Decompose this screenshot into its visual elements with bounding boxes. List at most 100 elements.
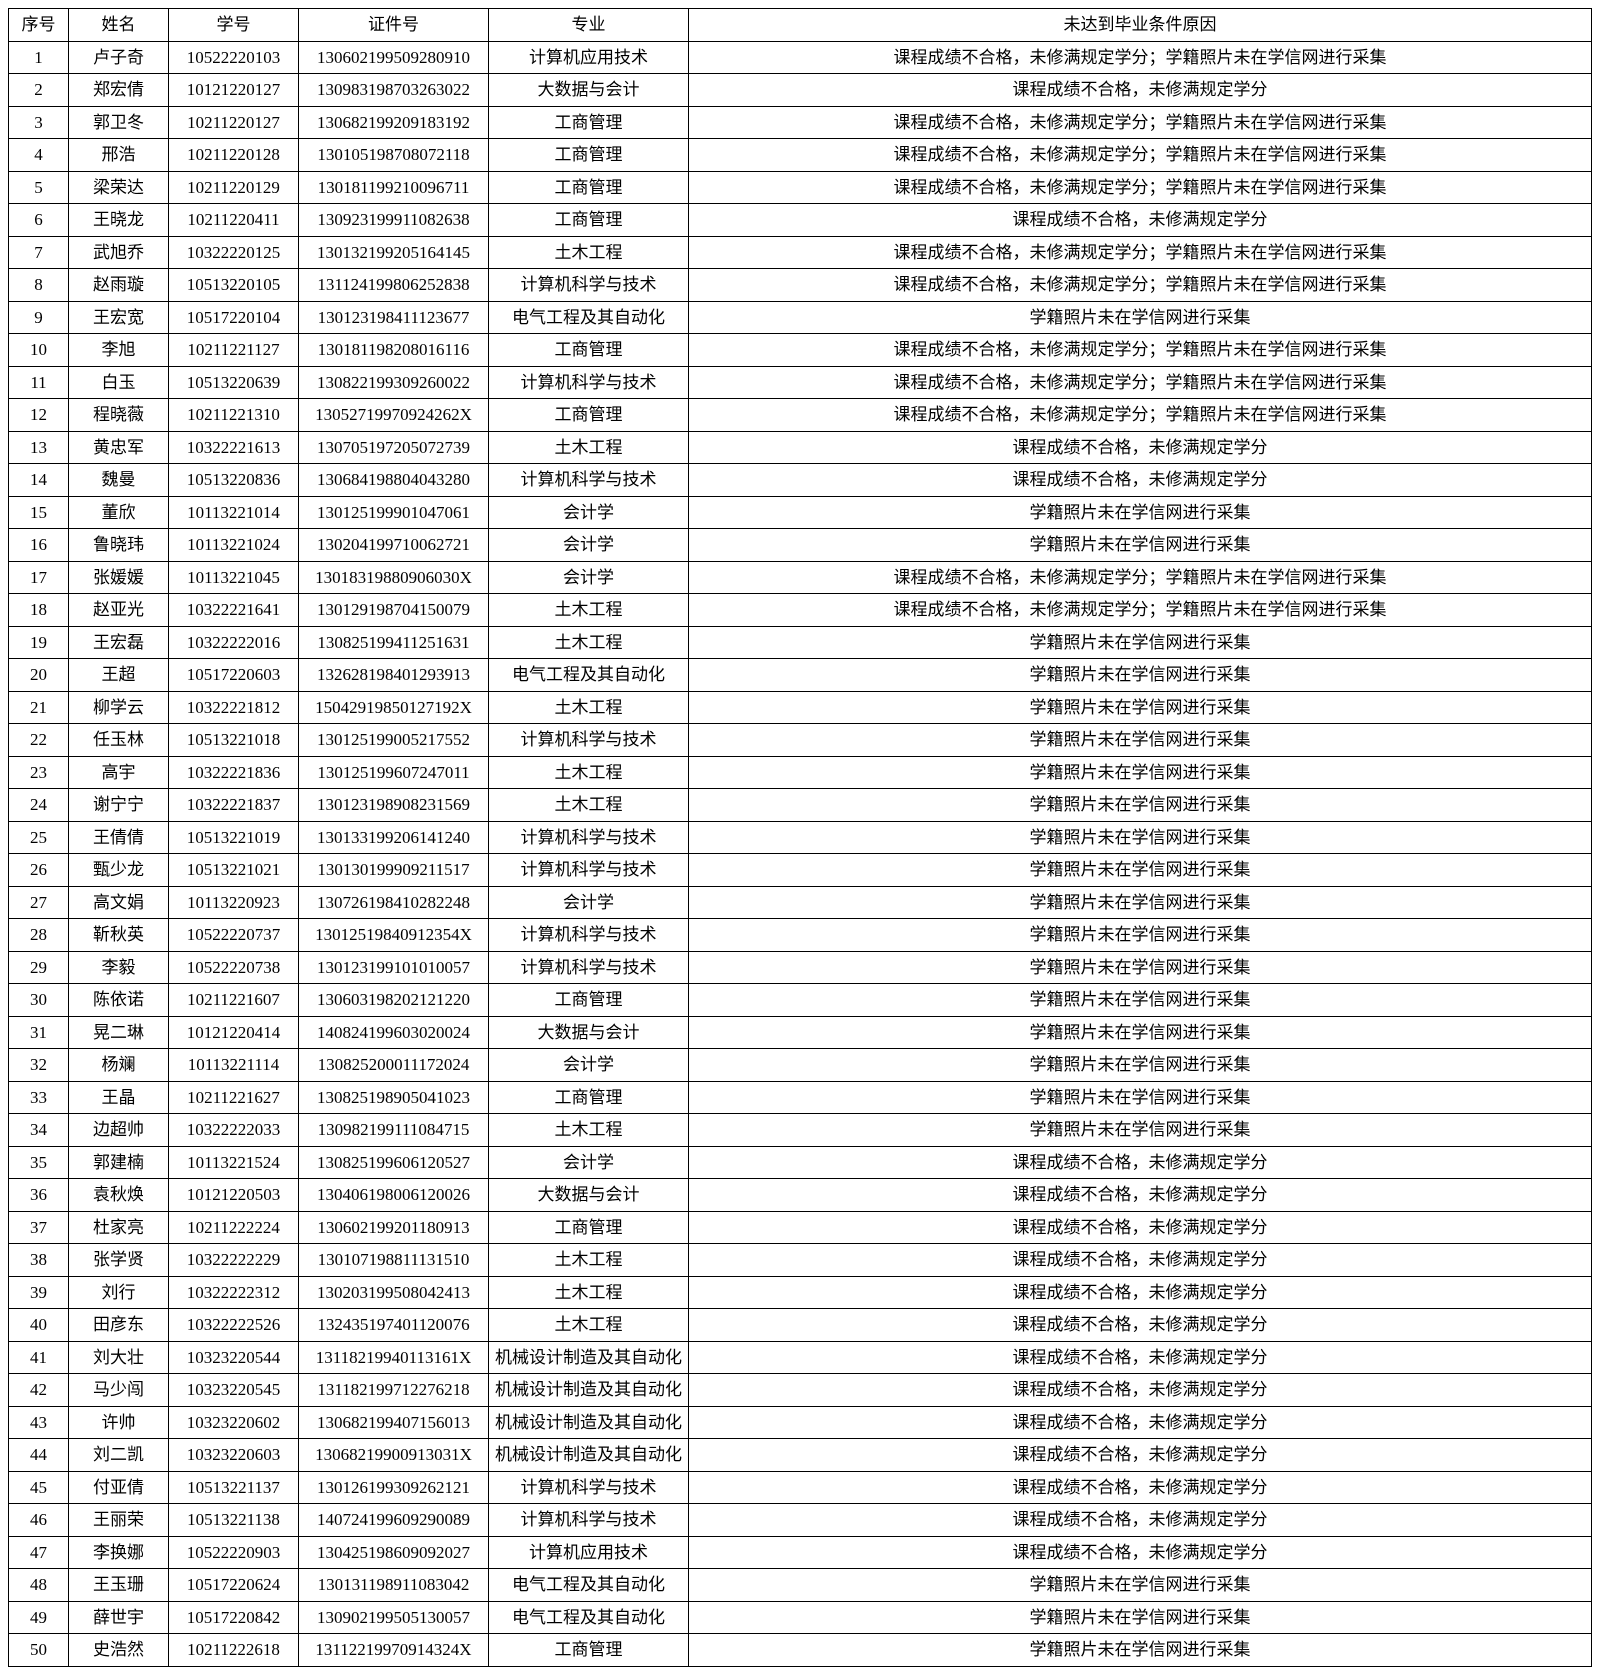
cell-cert-id: 130126199309262121	[299, 1471, 489, 1504]
cell-cert-id: 13052719970924262X	[299, 399, 489, 432]
cell-seq: 5	[9, 171, 69, 204]
cell-name: 许帅	[69, 1406, 169, 1439]
cell-name: 王宏宽	[69, 301, 169, 334]
table-row: 39刘行10322222312130203199508042413土木工程课程成…	[9, 1276, 1592, 1309]
cell-reason: 课程成绩不合格，未修满规定学分	[689, 1341, 1592, 1374]
cell-name: 王超	[69, 659, 169, 692]
cell-seq: 45	[9, 1471, 69, 1504]
cell-reason: 课程成绩不合格，未修满规定学分；学籍照片未在学信网进行采集	[689, 269, 1592, 302]
cell-student-id: 10322222016	[169, 626, 299, 659]
cell-name: 晃二琳	[69, 1016, 169, 1049]
cell-seq: 32	[9, 1049, 69, 1082]
cell-major: 工商管理	[489, 204, 689, 237]
cell-student-id: 10323220602	[169, 1406, 299, 1439]
cell-major: 工商管理	[489, 984, 689, 1017]
cell-major: 计算机科学与技术	[489, 951, 689, 984]
table-row: 16鲁晓玮10113221024130204199710062721会计学学籍照…	[9, 529, 1592, 562]
cell-cert-id: 130602199201180913	[299, 1211, 489, 1244]
cell-seq: 44	[9, 1439, 69, 1472]
cell-major: 工商管理	[489, 171, 689, 204]
cell-name: 田彦东	[69, 1309, 169, 1342]
cell-student-id: 10522220903	[169, 1536, 299, 1569]
cell-seq: 27	[9, 886, 69, 919]
table-row: 27高文娟10113220923130726198410282248会计学学籍照…	[9, 886, 1592, 919]
cell-major: 机械设计制造及其自动化	[489, 1406, 689, 1439]
cell-major: 计算机科学与技术	[489, 269, 689, 302]
cell-seq: 50	[9, 1634, 69, 1667]
cell-student-id: 10113221045	[169, 561, 299, 594]
table-row: 7武旭乔10322220125130132199205164145土木工程课程成…	[9, 236, 1592, 269]
cell-major: 土木工程	[489, 626, 689, 659]
cell-major: 土木工程	[489, 1114, 689, 1147]
table-row: 47李换娜10522220903130425198609092027计算机应用技…	[9, 1536, 1592, 1569]
cell-reason: 学籍照片未在学信网进行采集	[689, 1634, 1592, 1667]
cell-name: 任玉林	[69, 724, 169, 757]
cell-name: 刘大壮	[69, 1341, 169, 1374]
cell-major: 会计学	[489, 529, 689, 562]
table-row: 38张学贤10322222229130107198811131510土木工程课程…	[9, 1244, 1592, 1277]
cell-name: 王宏磊	[69, 626, 169, 659]
cell-reason: 学籍照片未在学信网进行采集	[689, 724, 1592, 757]
cell-student-id: 10322222033	[169, 1114, 299, 1147]
cell-major: 计算机科学与技术	[489, 366, 689, 399]
cell-student-id: 10211220127	[169, 106, 299, 139]
cell-name: 马少闯	[69, 1374, 169, 1407]
cell-reason: 学籍照片未在学信网进行采集	[689, 301, 1592, 334]
table-row: 32杨斓10113221114130825200011172024会计学学籍照片…	[9, 1049, 1592, 1082]
cell-seq: 26	[9, 854, 69, 887]
cell-reason: 学籍照片未在学信网进行采集	[689, 626, 1592, 659]
cell-seq: 34	[9, 1114, 69, 1147]
cell-cert-id: 130125199607247011	[299, 756, 489, 789]
cell-major: 计算机科学与技术	[489, 854, 689, 887]
cell-reason: 课程成绩不合格，未修满规定学分	[689, 1536, 1592, 1569]
cell-reason: 课程成绩不合格，未修满规定学分	[689, 1276, 1592, 1309]
cell-student-id: 10323220545	[169, 1374, 299, 1407]
cell-name: 郑宏倩	[69, 74, 169, 107]
cell-name: 李毅	[69, 951, 169, 984]
cell-student-id: 10522220737	[169, 919, 299, 952]
table-row: 4邢浩10211220128130105198708072118工商管理课程成绩…	[9, 139, 1592, 172]
table-row: 14魏曼10513220836130684198804043280计算机科学与技…	[9, 464, 1592, 497]
cell-reason: 课程成绩不合格，未修满规定学分	[689, 1504, 1592, 1537]
table-row: 37杜家亮10211222224130602199201180913工商管理课程…	[9, 1211, 1592, 1244]
cell-seq: 30	[9, 984, 69, 1017]
table-row: 9王宏宽10517220104130123198411123677电气工程及其自…	[9, 301, 1592, 334]
cell-reason: 学籍照片未在学信网进行采集	[689, 1601, 1592, 1634]
cell-name: 柳学云	[69, 691, 169, 724]
cell-student-id: 10113221024	[169, 529, 299, 562]
cell-reason: 学籍照片未在学信网进行采集	[689, 821, 1592, 854]
cell-reason: 课程成绩不合格，未修满规定学分	[689, 1179, 1592, 1212]
cell-reason: 课程成绩不合格，未修满规定学分；学籍照片未在学信网进行采集	[689, 106, 1592, 139]
cell-major: 土木工程	[489, 691, 689, 724]
cell-cert-id: 131124199806252838	[299, 269, 489, 302]
cell-name: 程晓薇	[69, 399, 169, 432]
cell-student-id: 10113220923	[169, 886, 299, 919]
cell-reason: 课程成绩不合格，未修满规定学分	[689, 1146, 1592, 1179]
cell-cert-id: 130123199101010057	[299, 951, 489, 984]
cell-seq: 25	[9, 821, 69, 854]
cell-major: 电气工程及其自动化	[489, 659, 689, 692]
cell-name: 张学贤	[69, 1244, 169, 1277]
cell-student-id: 10513220105	[169, 269, 299, 302]
cell-seq: 10	[9, 334, 69, 367]
cell-seq: 19	[9, 626, 69, 659]
cell-name: 鲁晓玮	[69, 529, 169, 562]
cell-reason: 课程成绩不合格，未修满规定学分；学籍照片未在学信网进行采集	[689, 399, 1592, 432]
table-row: 21柳学云1032222181215042919850127192X土木工程学籍…	[9, 691, 1592, 724]
cell-student-id: 10322221812	[169, 691, 299, 724]
cell-student-id: 10513221137	[169, 1471, 299, 1504]
cell-student-id: 10121220127	[169, 74, 299, 107]
cell-name: 杜家亮	[69, 1211, 169, 1244]
cell-major: 电气工程及其自动化	[489, 1569, 689, 1602]
cell-major: 大数据与会计	[489, 1179, 689, 1212]
table-row: 18赵亚光10322221641130129198704150079土木工程课程…	[9, 594, 1592, 627]
table-row: 43许帅10323220602130682199407156013机械设计制造及…	[9, 1406, 1592, 1439]
cell-student-id: 10322221836	[169, 756, 299, 789]
cell-cert-id: 130982199111084715	[299, 1114, 489, 1147]
table-row: 15董欣10113221014130125199901047061会计学学籍照片…	[9, 496, 1592, 529]
cell-reason: 学籍照片未在学信网进行采集	[689, 919, 1592, 952]
cell-name: 刘二凯	[69, 1439, 169, 1472]
cell-name: 史浩然	[69, 1634, 169, 1667]
table-header-row: 序号 姓名 学号 证件号 专业 未达到毕业条件原因	[9, 9, 1592, 42]
table-row: 10李旭10211221127130181198208016116工商管理课程成…	[9, 334, 1592, 367]
